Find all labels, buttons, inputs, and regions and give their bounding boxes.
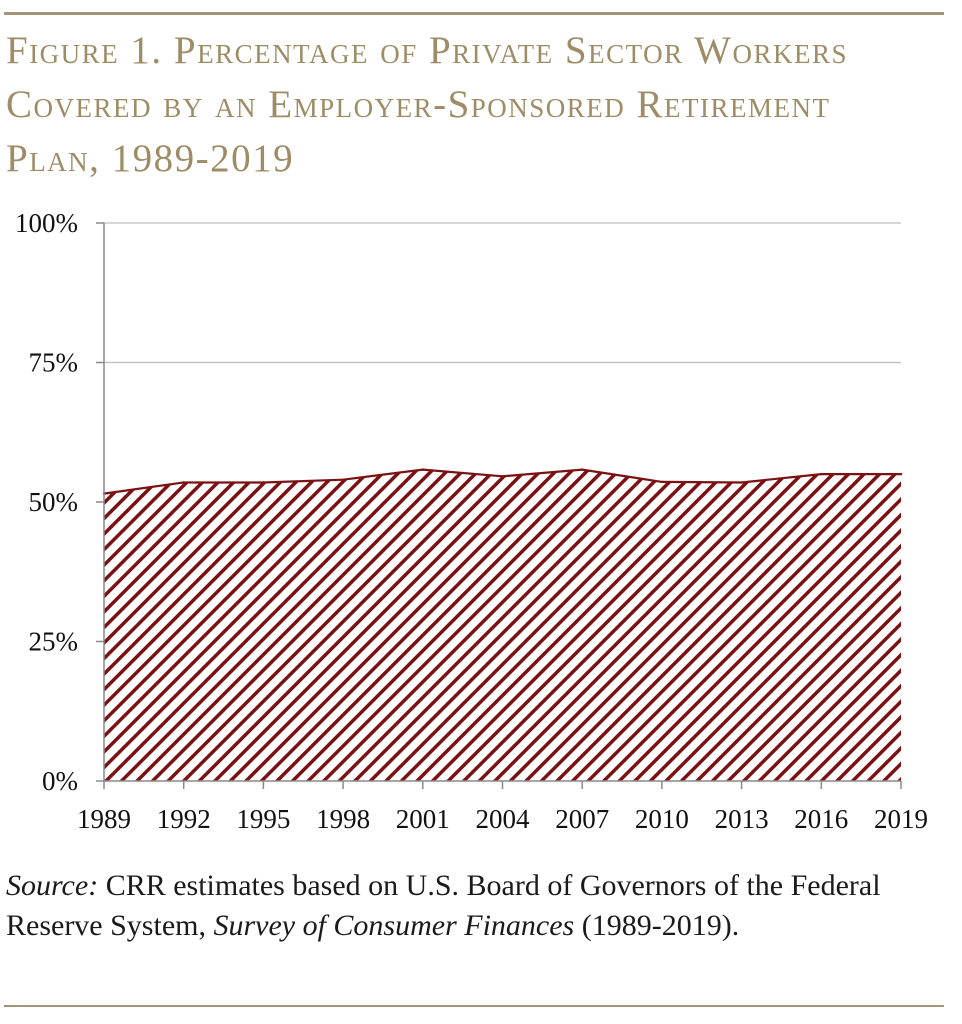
- x-tick-label: 2016: [794, 804, 848, 834]
- data-point-0-6: [581, 468, 584, 471]
- x-tick-label: 1992: [157, 804, 211, 834]
- top-rule: [4, 12, 944, 15]
- y-tick-label: 50%: [29, 487, 79, 517]
- x-tick-label: 1989: [77, 804, 131, 834]
- y-tick-labels: 0% 25% 50% 75% 100%: [15, 208, 78, 796]
- axes: [96, 222, 902, 789]
- data-point-0-10: [899, 472, 903, 476]
- source-note: Source: CRR estimates based on U.S. Boar…: [6, 866, 946, 946]
- x-tick-label: 2019: [874, 804, 928, 834]
- x-tick-labels: 1989 1992 1995 1998 2001 2004 2007 2010 2013 2016…: [77, 804, 928, 834]
- x-tick-label: 2001: [396, 804, 450, 834]
- x-tick-label: 2007: [555, 804, 609, 834]
- data-point-0-4: [421, 468, 424, 471]
- y-tick-label: 25%: [29, 627, 79, 657]
- source-label: Source:: [6, 869, 99, 902]
- data-point-0-9: [820, 472, 823, 476]
- x-tick-label: 2004: [476, 804, 531, 834]
- y-tick-label: 0%: [42, 766, 78, 796]
- y-tick-label: 75%: [29, 348, 79, 378]
- x-tick-label: 1998: [316, 804, 370, 834]
- source-text-end: (1989-2019).: [574, 909, 740, 942]
- source-text: CRR estimates based on U.S. Board of Gov…: [6, 869, 881, 942]
- chart-title: Figure 1. Percentage of Private Sector W…: [6, 29, 848, 180]
- bottom-rule: [4, 1005, 944, 1007]
- y-tick-label: 100%: [15, 208, 78, 238]
- area-chart: 0% 25% 50% 75% 100% 1989 1992 1995 1998 2001 2004…: [15, 208, 928, 834]
- data-point-0-8: [740, 481, 743, 484]
- x-tick-label: 1995: [236, 804, 290, 834]
- data-point-0-2: [262, 481, 265, 484]
- data-point-0-7: [660, 480, 664, 484]
- area-series-0: [104, 469, 901, 781]
- series-area: [102, 468, 903, 781]
- source-publication: Survey of Consumer Finances: [213, 909, 575, 942]
- data-point-0-1: [182, 481, 185, 484]
- data-point-0-5: [501, 475, 504, 478]
- x-tick-label: 2013: [715, 804, 769, 834]
- data-point-0-3: [341, 478, 345, 481]
- x-tick-label: 2010: [635, 804, 689, 834]
